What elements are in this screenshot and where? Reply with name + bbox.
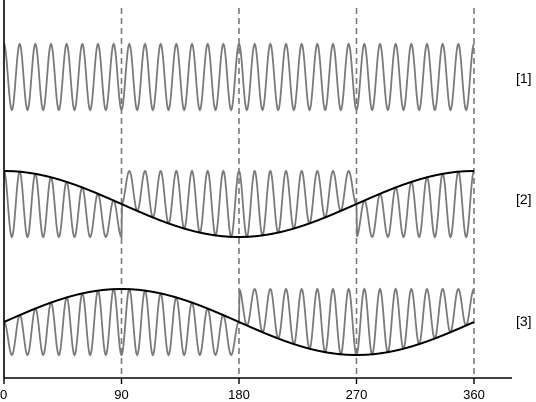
envelope-row-3 xyxy=(3,287,475,357)
row-label-1: [1] xyxy=(516,70,532,86)
row-label-3: [3] xyxy=(516,313,532,329)
x-axis-ticks: 0 90 180 270 360 xyxy=(0,378,485,402)
tick-label-360: 360 xyxy=(463,387,485,402)
tick-label-270: 270 xyxy=(346,387,368,402)
row-label-2: [2] xyxy=(516,191,532,207)
tick-label-0: 0 xyxy=(0,387,7,402)
tick-label-180: 180 xyxy=(228,387,250,402)
carrier-wave-row-1 xyxy=(3,42,475,112)
envelope-curves xyxy=(3,170,475,357)
envelope-row-2 xyxy=(3,170,475,239)
dashed-guides xyxy=(120,8,475,378)
tick-label-90: 90 xyxy=(114,387,128,402)
